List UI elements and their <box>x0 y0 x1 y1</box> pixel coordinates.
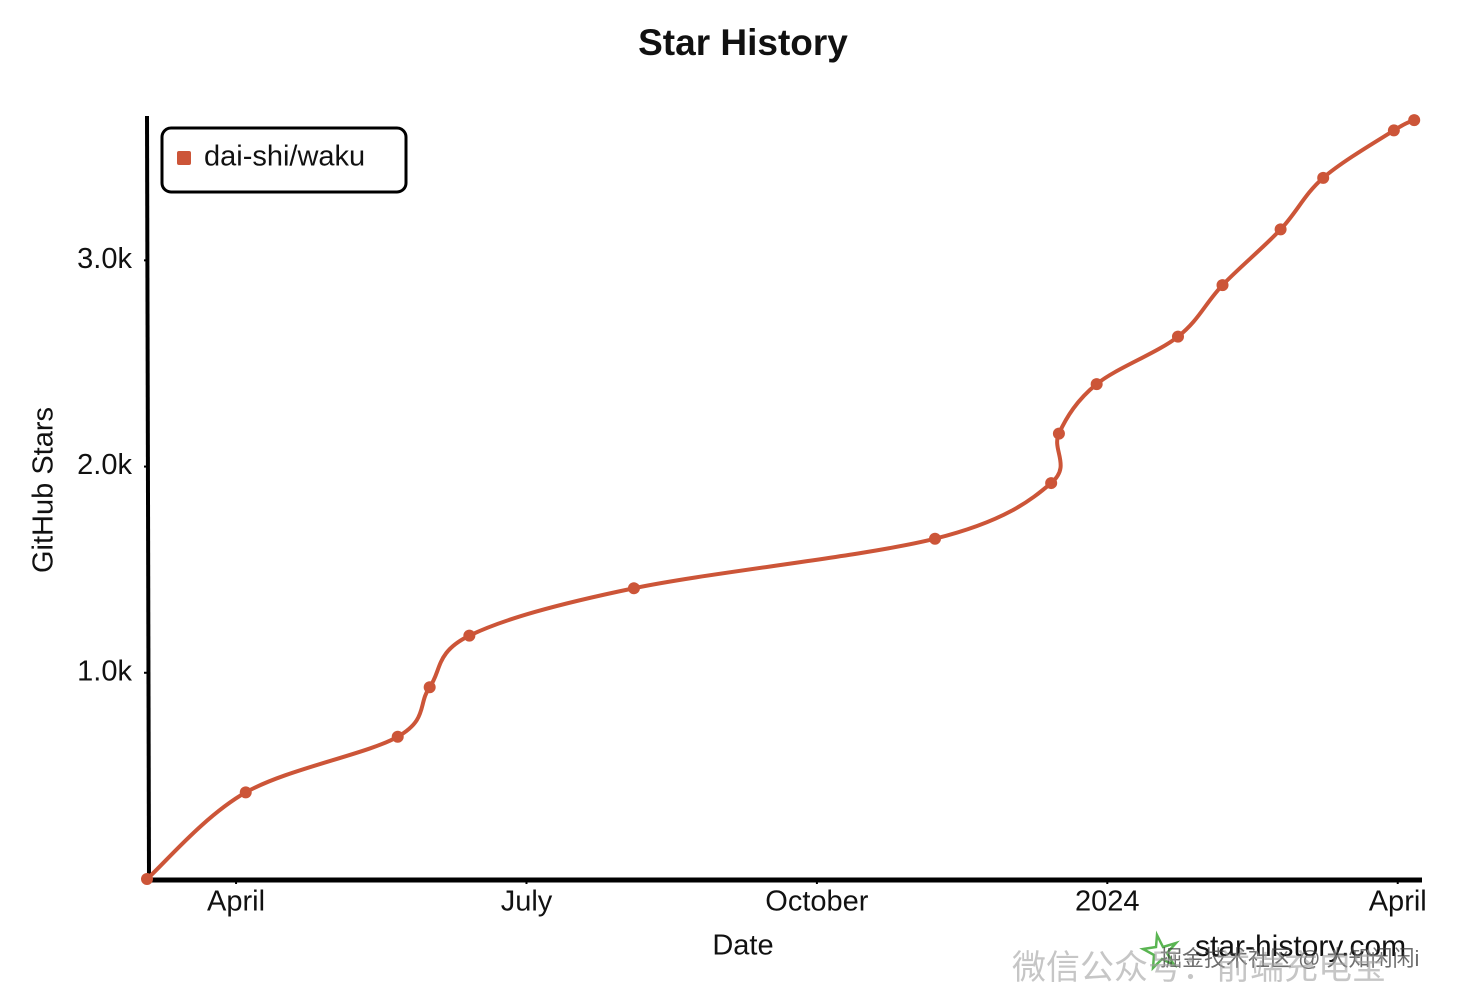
watermark: 掘金技术社区 @ 大知闲闲i <box>1160 946 1419 971</box>
point <box>1171 330 1184 343</box>
point <box>463 629 476 642</box>
source-label: star-history.com <box>1195 930 1406 963</box>
point <box>1045 477 1058 490</box>
y-tick-label: 3.0k <box>77 243 132 275</box>
point <box>1274 223 1287 236</box>
watermark: 微信公众号：前端充电宝 <box>1012 949 1386 987</box>
y-axis-label: GitHub Stars <box>28 407 60 573</box>
x-tick-label: July <box>501 886 553 918</box>
point <box>1317 171 1330 184</box>
legend-label: dai-shi/waku <box>204 141 365 173</box>
point <box>141 873 153 885</box>
point <box>627 582 640 595</box>
x-tick-label: 2024 <box>1075 886 1140 918</box>
y-axis <box>145 115 151 882</box>
legend-box <box>160 126 408 194</box>
point <box>391 730 404 743</box>
legend-swatch <box>177 151 191 165</box>
point <box>239 786 252 799</box>
point <box>1052 427 1065 440</box>
point <box>1216 279 1229 292</box>
series-line <box>145 118 1416 881</box>
x-tick-label: April <box>207 886 265 918</box>
x-tick-label: October <box>765 886 868 918</box>
y-tick-label: 2.0k <box>77 449 132 481</box>
chart-title: Star History <box>638 22 848 63</box>
point <box>929 532 942 545</box>
point <box>1090 378 1103 391</box>
source-logo <box>1139 930 1180 972</box>
x-axis-label: Date <box>712 930 773 962</box>
point <box>423 681 436 694</box>
point <box>1408 114 1421 127</box>
x-tick-label: April <box>1369 886 1427 918</box>
point <box>1387 124 1400 137</box>
y-tick-label: 1.0k <box>77 655 132 687</box>
